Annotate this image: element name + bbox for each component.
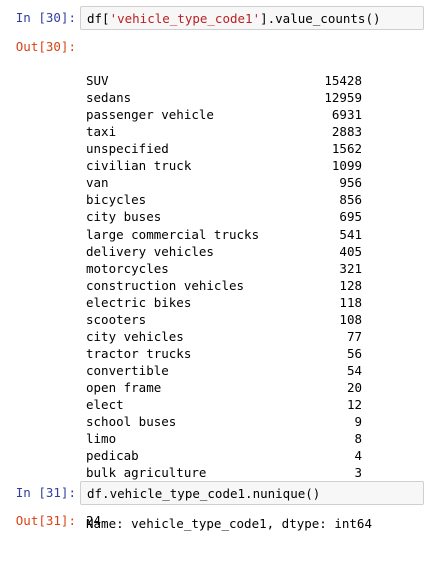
value-count-label: motorcycles	[86, 260, 169, 276]
value-count-label: city vehicles	[86, 328, 184, 344]
value-count-number: 12	[346, 396, 362, 412]
value-count-label: construction vehicles	[86, 277, 245, 293]
value-count-label: scooters	[86, 311, 147, 327]
value-count-row: bulk agriculture 3	[86, 464, 362, 481]
value-count-number: 2883	[331, 124, 362, 140]
value-count-row: elect 12	[86, 396, 362, 413]
value-count-number: 118	[339, 294, 362, 310]
value-count-row: SUV 15428	[86, 72, 362, 89]
value-count-row: scooters 108	[86, 311, 362, 328]
value-count-row: delivery vehicles 405	[86, 243, 362, 260]
value-count-row: motorcycles 321	[86, 260, 362, 277]
series-footer: Name: vehicle_type_code1, dtype: int64	[86, 516, 372, 532]
value-count-number: 1099	[331, 158, 362, 174]
value-count-row: convertible 54	[86, 362, 362, 379]
value-count-row: van 956	[86, 174, 362, 191]
nunique-result: 24	[86, 513, 102, 528]
value-count-label: open frame	[86, 379, 162, 395]
value-count-number: 321	[339, 260, 362, 276]
value-counts-output: SUV 15428 sedans 12959 passenger vehicle 6931…	[86, 38, 372, 566]
value-count-number: 1562	[331, 141, 362, 157]
value-count-number: 405	[339, 243, 362, 259]
value-count-row: electric bikes 118	[86, 294, 362, 311]
value-count-number: 12959	[324, 90, 362, 106]
value-count-row: sedans 12959	[86, 89, 362, 106]
value-count-number: 15428	[324, 73, 362, 89]
value-count-row: limo 8	[86, 430, 362, 447]
value-count-row: school buses 9	[86, 413, 362, 430]
value-count-label: bicycles	[86, 192, 147, 208]
value-count-row: tractor trucks 56	[86, 345, 362, 362]
code-input-31[interactable]: df.vehicle_type_code1.nunique()	[80, 481, 424, 505]
value-count-number: 856	[339, 192, 362, 208]
code-input-30[interactable]: df['vehicle_type_code1'].value_counts()	[80, 6, 424, 30]
value-count-label: elect	[86, 396, 124, 412]
value-count-label: limo	[86, 431, 117, 447]
value-count-row: bicycles 856	[86, 191, 362, 208]
value-count-label: van	[86, 175, 109, 191]
value-count-row: open frame 20	[86, 379, 362, 396]
input-prompt-31: In [31]:	[15, 485, 76, 500]
value-count-label: delivery vehicles	[86, 243, 214, 259]
value-count-label: large commercial trucks	[86, 226, 260, 242]
value-count-label: sedans	[86, 90, 132, 106]
value-count-label: electric bikes	[86, 294, 192, 310]
input-prompt-30: In [30]:	[15, 10, 76, 25]
output-prompt-31: Out[31]:	[15, 513, 76, 528]
code-prefix-30: df[	[87, 11, 110, 26]
value-count-number: 128	[339, 277, 362, 293]
value-count-label: tractor trucks	[86, 345, 192, 361]
value-count-number: 4	[354, 448, 362, 464]
value-count-number: 9	[354, 414, 362, 430]
value-count-label: school buses	[86, 414, 177, 430]
value-count-label: SUV	[86, 73, 109, 89]
value-count-label: city buses	[86, 209, 162, 225]
value-count-row: unspecified 1562	[86, 140, 362, 157]
value-count-row: passenger vehicle 6931	[86, 106, 362, 123]
value-count-label: passenger vehicle	[86, 107, 214, 123]
value-count-number: 541	[339, 226, 362, 242]
value-count-row: pedicab 4	[86, 447, 362, 464]
value-count-number: 108	[339, 311, 362, 327]
value-count-label: pedicab	[86, 448, 139, 464]
value-count-number: 54	[346, 362, 362, 378]
value-count-number: 77	[346, 328, 362, 344]
value-count-label: convertible	[86, 362, 169, 378]
value-count-number: 6931	[331, 107, 362, 123]
value-count-row: civilian truck 1099	[86, 157, 362, 174]
value-count-row: large commercial trucks 541	[86, 226, 362, 243]
value-count-label: taxi	[86, 124, 117, 140]
value-count-row: city vehicles 77	[86, 328, 362, 345]
value-count-row: city buses 695	[86, 208, 362, 225]
value-count-number: 956	[339, 175, 362, 191]
value-count-row: construction vehicles 128	[86, 277, 362, 294]
value-count-number: 20	[346, 379, 362, 395]
code-string-30: 'vehicle_type_code1'	[109, 11, 261, 26]
value-count-row: taxi 2883	[86, 123, 362, 140]
value-counts-table: SUV 15428 sedans 12959 passenger vehicle 6931…	[86, 72, 362, 481]
code-suffix-30: ].value_counts()	[260, 11, 381, 26]
output-prompt-30: Out[30]:	[15, 39, 76, 54]
value-count-label: unspecified	[86, 141, 169, 157]
value-count-number: 8	[354, 431, 362, 447]
value-count-number: 3	[354, 465, 362, 481]
value-count-number: 695	[339, 209, 362, 225]
value-count-label: bulk agriculture	[86, 465, 207, 481]
value-count-label: civilian truck	[86, 158, 192, 174]
value-count-number: 56	[346, 345, 362, 361]
